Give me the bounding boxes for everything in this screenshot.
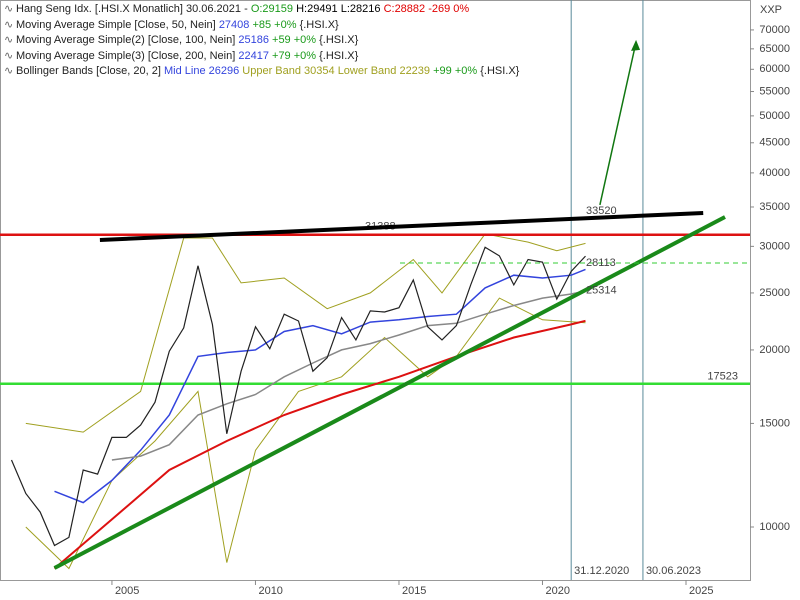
y-tick-label: 15000: [759, 417, 790, 429]
ohlc-value: O:29159: [250, 3, 294, 15]
x-tick-label: 2005: [115, 585, 139, 597]
y-tick-label: 55000: [759, 85, 790, 97]
legend-row: ∿ Moving Average Simple(2) [Close, 100, N…: [4, 33, 519, 49]
legend-symbol: {.HSI.X}: [319, 49, 359, 62]
legend-change: +59 +0%: [272, 34, 317, 46]
legend-row: ∿ Moving Average Simple(3) [Close, 200, N…: [4, 49, 519, 65]
price-line: [10, 246, 586, 547]
legend-icon: ∿: [4, 18, 14, 31]
y-tick-label: 35000: [759, 201, 790, 213]
legend-change: +85 +0%: [252, 18, 297, 31]
bollinger-lower: [25, 297, 586, 570]
moving-average: [54, 268, 586, 504]
marker-label: 30.06.2023: [646, 565, 701, 577]
legend-icon: ∿: [4, 49, 14, 62]
arrow-head: [631, 39, 641, 51]
y-tick-label: 45000: [759, 137, 790, 149]
y-tick-label: 65000: [759, 43, 790, 55]
legend-row: ∿ Bollinger Bands [Close, 20, 2] Mid Line…: [4, 64, 519, 80]
legend-row: ∿ Hang Seng Idx. [.HSI.X Monatlich] 30.06…: [4, 2, 519, 18]
y-tick-label: 30000: [759, 240, 790, 252]
legend-name: Moving Average Simple(2) [Close, 100, Ne…: [16, 34, 236, 46]
ohlc-value: H:29491: [296, 3, 338, 15]
trendline: [99, 211, 704, 242]
legend-symbol: {.HSI.X}: [299, 18, 339, 31]
x-tick-label: 2020: [545, 585, 569, 597]
legend-icon: ∿: [4, 65, 14, 77]
moving-average: [53, 319, 586, 570]
x-tick-label: 2015: [402, 585, 426, 597]
ohlc-value: L:28216: [340, 3, 381, 15]
y-tick-label: 40000: [759, 167, 790, 179]
y-tick-label: 10000: [759, 521, 790, 533]
legend-icon: ∿: [4, 3, 14, 15]
legend-change: +79 +0%: [272, 49, 317, 62]
trendline: [53, 215, 726, 570]
x-tick-label: 2025: [689, 585, 713, 597]
ohlc-value: C:28882 -269 0%: [383, 3, 470, 15]
price-label: 28113: [586, 257, 616, 269]
moving-average: [111, 290, 586, 461]
legend-last: 22417: [238, 49, 269, 62]
bollinger-upper: [25, 233, 586, 433]
y-tick-label: 20000: [759, 344, 790, 356]
legend-symbol: {.HSI.X}: [480, 65, 520, 77]
y-tick-label: 50000: [759, 110, 790, 122]
legend-title: Hang Seng Idx. [.HSI.X Monatlich] 30.06.…: [16, 3, 248, 15]
legend-last: 25186: [238, 34, 269, 46]
price-label: 33520: [586, 205, 617, 217]
plot-frame: [0, 0, 751, 581]
legend-name: Moving Average Simple(3) [Close, 200, Ne…: [16, 49, 236, 62]
legend-bands: Upper Band 30354 Lower Band 22239: [242, 65, 431, 77]
price-label: 25314: [586, 285, 617, 297]
legend-row: ∿ Moving Average Simple [Close, 50, Nein]…: [4, 18, 519, 34]
legend-name: Moving Average Simple [Close, 50, Nein]: [16, 18, 216, 31]
legend-name: Bollinger Bands [Close, 20, 2]: [16, 65, 161, 77]
y-tick-label: 60000: [759, 63, 790, 75]
legend-symbol: {.HSI.X}: [319, 34, 359, 46]
legend: ∿ Hang Seng Idx. [.HSI.X Monatlich] 30.06…: [4, 2, 519, 80]
y-tick-label: 25000: [759, 287, 790, 299]
level-label: 17523: [707, 371, 738, 383]
trendline: [599, 41, 637, 206]
axis-unit: XXP: [760, 4, 782, 16]
legend-mid: Mid Line 26296: [163, 65, 240, 77]
legend-last: 27408: [218, 18, 250, 31]
marker-label: 31.12.2020: [574, 565, 629, 577]
x-tick-label: 2010: [258, 585, 282, 597]
legend-change: +99 +0%: [433, 65, 478, 77]
legend-icon: ∿: [4, 34, 14, 46]
y-tick-label: 70000: [759, 24, 790, 36]
